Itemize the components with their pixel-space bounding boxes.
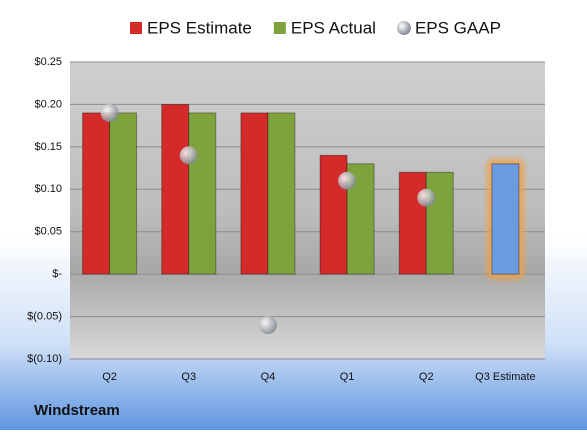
brand: Windstream	[34, 402, 120, 419]
y-tick-label: $0.10	[34, 183, 62, 195]
bar	[109, 112, 138, 275]
x-tick-label: Q1	[340, 371, 355, 383]
bar	[188, 112, 217, 275]
bar	[161, 103, 190, 275]
x-tick-label: Q4	[261, 371, 276, 383]
gaap-point	[417, 188, 436, 207]
gaap-point	[258, 316, 277, 335]
y-tick-label: $0.15	[34, 141, 62, 153]
x-tick-label: Q2	[102, 371, 117, 383]
legend-label: EPS Actual	[291, 18, 376, 37]
gaap-point	[338, 171, 357, 190]
bar	[240, 112, 269, 275]
legend-marker	[273, 22, 286, 34]
y-tick-label: $(0.05)	[27, 310, 62, 322]
legend-label: EPS Estimate	[147, 18, 252, 37]
x-tick-label: Q3	[181, 371, 196, 383]
y-tick-label: $0.20	[34, 98, 62, 110]
gaap-point	[100, 103, 119, 122]
bar	[82, 112, 111, 275]
bar	[491, 163, 520, 275]
x-tick-label: Q3 Estimate	[475, 371, 536, 383]
bar	[425, 171, 454, 275]
legend-marker	[396, 21, 411, 35]
legend-label: EPS GAAP	[415, 18, 501, 37]
legend: EPS Estimate EPS Actual EPS GAAP	[130, 18, 501, 37]
y-tick-label: $0.05	[34, 226, 62, 238]
y-tick-label: $0.25	[34, 56, 62, 68]
gaap-point	[179, 146, 198, 165]
y-tick-label: $(0.10)	[27, 353, 62, 365]
x-tick-label: Q2	[419, 371, 434, 383]
legend-marker	[130, 22, 142, 34]
y-tick-label: $-	[52, 268, 62, 280]
bar	[267, 112, 296, 275]
bar	[398, 171, 427, 275]
plot-area	[70, 62, 545, 359]
